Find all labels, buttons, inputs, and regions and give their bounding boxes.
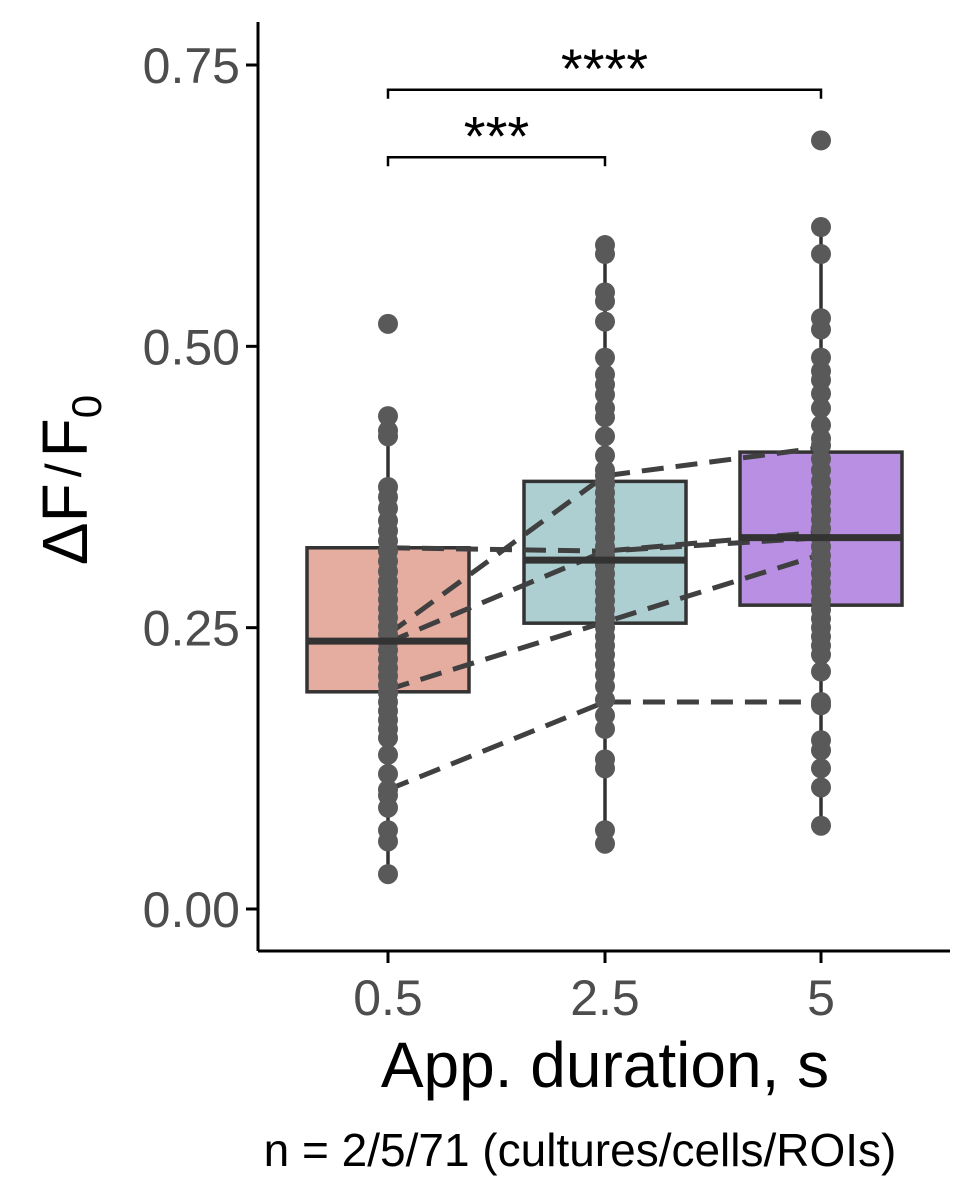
significance-bracket: *** [386,104,607,167]
sample-size-footnote: n = 2/5/71 (cultures/cells/ROIs) [264,1124,897,1176]
y-tick-label: 0.00 [143,882,240,938]
data-point [595,407,615,428]
data-point [811,383,831,404]
data-point [811,777,831,798]
data-point [595,689,615,710]
significance-bracket: **** [386,37,823,100]
data-point [811,661,831,682]
paired-dashed-line [387,699,821,793]
paired-dashed-line [387,552,822,692]
data-point [378,406,398,427]
plot-area: ******* [305,37,904,885]
y-axis-title-slash: / [36,463,92,477]
significance-label: **** [561,37,648,100]
bracket-line [386,88,823,99]
data-point [378,426,398,447]
data-point [595,244,615,265]
y-axis-title-main: ΔF [29,483,101,565]
data-point [811,244,831,265]
data-point [811,815,831,836]
data-point [378,831,398,852]
y-axis-title-denominator: F [29,418,101,457]
y-tick-label: 0.25 [143,601,240,657]
data-point [378,864,398,885]
data-point [595,718,615,739]
x-tick-label: 0.5 [353,970,423,1026]
data-point [378,797,398,818]
data-point [378,763,398,784]
data-point [811,695,831,716]
data-point [811,319,831,340]
data-point [811,740,831,761]
significance-label: *** [464,104,529,167]
data-point [811,217,831,238]
y-ticks: 0.00 0.25 0.50 0.75 [143,38,258,938]
data-point [811,758,831,779]
data-point [811,398,831,419]
data-point [595,445,615,466]
bracket-line [386,156,607,167]
data-point [595,291,615,312]
data-point [595,833,615,854]
data-point [811,644,831,665]
y-axis-title: ΔF / F0 [29,395,110,565]
paired-dashed-line [386,445,822,637]
svg-text:ΔF/F0: ΔF / F0 [29,395,110,565]
x-ticks: 0.5 2.5 5 [353,951,835,1026]
data-point [595,311,615,332]
x-axis-title: App. duration, s [381,1029,829,1101]
data-point [595,347,615,368]
data-point [378,313,398,334]
data-point [378,744,398,765]
y-axis-title-subscript: 0 [63,395,110,418]
x-tick-label: 2.5 [570,970,640,1026]
y-tick-label: 0.50 [143,319,240,375]
data-point [811,130,831,151]
data-point [595,426,615,447]
data-point [595,758,615,779]
x-tick-label: 5 [807,970,835,1026]
y-tick-label: 0.75 [143,38,240,94]
data-point [378,727,398,748]
